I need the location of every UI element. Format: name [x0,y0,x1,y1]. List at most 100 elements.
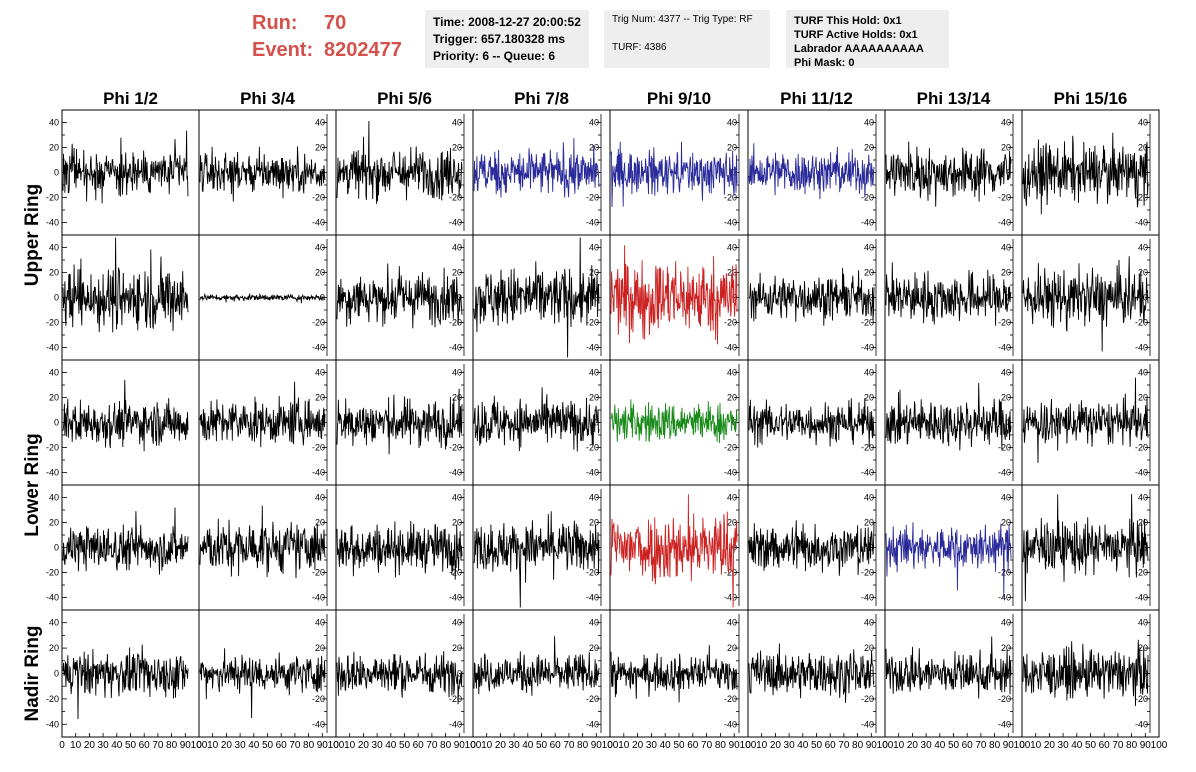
x-tick-label: 80 [577,740,589,751]
x-tick-label: 70 [701,740,713,751]
phi-column-title: Phi 3/4 [240,89,295,108]
waveform-trace [62,507,189,575]
y-tick-label: 40 [864,368,874,378]
y-tick-label: 0 [54,543,59,553]
x-tick-label: 10 [618,740,630,751]
y-tick-label: 20 [864,518,874,528]
x-tick-label: 90 [1003,740,1015,751]
y-tick-label: 20 [727,143,737,153]
x-tick-label: 80 [715,740,727,751]
x-tick-label: 40 [385,740,397,751]
y-tick-label: 40 [864,118,874,128]
y-tick-label: 40 [315,618,325,628]
y-tick-label: 0 [54,669,59,679]
x-tick-label: 50 [811,740,823,751]
y-tick-label: 40 [1001,118,1011,128]
x-tick-label: 70 [1112,740,1124,751]
y-tick-label: -20 [724,193,737,203]
y-tick-label: 40 [1138,493,1148,503]
turf-active-holds-text: TURF Active Holds: 0x1 [794,29,918,41]
y-tick-label: 40 [1001,243,1011,253]
y-tick-label: 0 [457,293,462,303]
y-tick-label: -20 [586,568,599,578]
y-tick-label: 40 [452,368,462,378]
y-tick-label: -20 [586,193,599,203]
priority-text: Priority: 6 -- Queue: 6 [433,49,556,63]
waveform-trace [62,130,189,204]
waveform-trace [62,237,189,333]
y-tick-label: 0 [1143,293,1148,303]
y-tick-label: 40 [452,618,462,628]
y-tick-label: -40 [312,593,325,603]
x-tick-label: 100 [740,740,757,751]
y-tick-label: 40 [1138,618,1148,628]
y-tick-label: 40 [727,368,737,378]
y-tick-label: 20 [864,143,874,153]
y-tick-label: 0 [54,293,59,303]
y-tick-label: -20 [1135,443,1148,453]
y-tick-label: 20 [49,393,59,403]
run-label: Run: [252,12,298,34]
y-tick-label: 20 [1138,643,1148,653]
x-tick-label: 20 [495,740,507,751]
y-tick-label: 20 [315,518,325,528]
y-tick-label: -20 [1135,694,1148,704]
y-tick-label: 0 [457,669,462,679]
y-tick-label: 40 [315,243,325,253]
y-tick-label: -20 [449,193,462,203]
y-tick-label: -40 [586,719,599,729]
y-tick-label: -40 [46,468,59,478]
x-tick-label: 10 [481,740,493,751]
y-tick-label: 20 [452,268,462,278]
run-value: 70 [324,12,347,34]
y-tick-label: -20 [724,443,737,453]
x-tick-label: 60 [687,740,699,751]
x-tick-label: 30 [235,740,247,751]
y-tick-label: 20 [49,268,59,278]
phi-mask-text: Phi Mask: 0 [794,57,855,69]
y-tick-label: -40 [586,218,599,228]
y-tick-label: 40 [589,368,599,378]
x-tick-label: 70 [289,740,301,751]
y-tick-label: 0 [594,293,599,303]
y-tick-label: 40 [1001,368,1011,378]
y-tick-label: 40 [1001,493,1011,503]
y-tick-label: -40 [312,719,325,729]
y-tick-label: -40 [724,593,737,603]
y-tick-label: -20 [586,694,599,704]
y-tick-label: 20 [1138,518,1148,528]
waveform-trace [885,636,1012,699]
x-tick-label: 60 [413,740,425,751]
y-tick-label: -40 [449,343,462,353]
x-tick-label: 50 [399,740,411,751]
y-tick-label: 40 [589,493,599,503]
y-tick-label: -40 [449,593,462,603]
y-tick-label: 40 [1001,618,1011,628]
x-tick-label: 90 [1140,740,1152,751]
y-tick-label: -40 [724,218,737,228]
y-tick-label: 0 [869,293,874,303]
waveform-trace [1022,494,1149,602]
y-tick-label: 40 [589,618,599,628]
x-tick-label: 10 [893,740,905,751]
y-tick-label: 20 [49,643,59,653]
x-tick-label: 70 [563,740,575,751]
x-tick-label: 30 [509,740,521,751]
y-tick-label: -40 [586,593,599,603]
panel-frame [1021,609,1160,738]
x-tick-label: 60 [276,740,288,751]
y-tick-label: -20 [46,318,59,328]
waveform-trace [885,141,1012,207]
y-tick-label: -20 [998,568,1011,578]
y-tick-label: -40 [998,593,1011,603]
y-tick-label: 40 [49,368,59,378]
x-tick-label: 30 [372,740,384,751]
waveform-trace [610,141,738,208]
x-tick-label: 0 [607,740,613,751]
x-tick-label: 40 [248,740,260,751]
x-tick-label: 10 [1030,740,1042,751]
x-tick-label: 20 [632,740,644,751]
y-tick-label: -20 [312,193,325,203]
x-tick-label: 0 [1019,740,1025,751]
y-tick-label: 40 [315,493,325,503]
